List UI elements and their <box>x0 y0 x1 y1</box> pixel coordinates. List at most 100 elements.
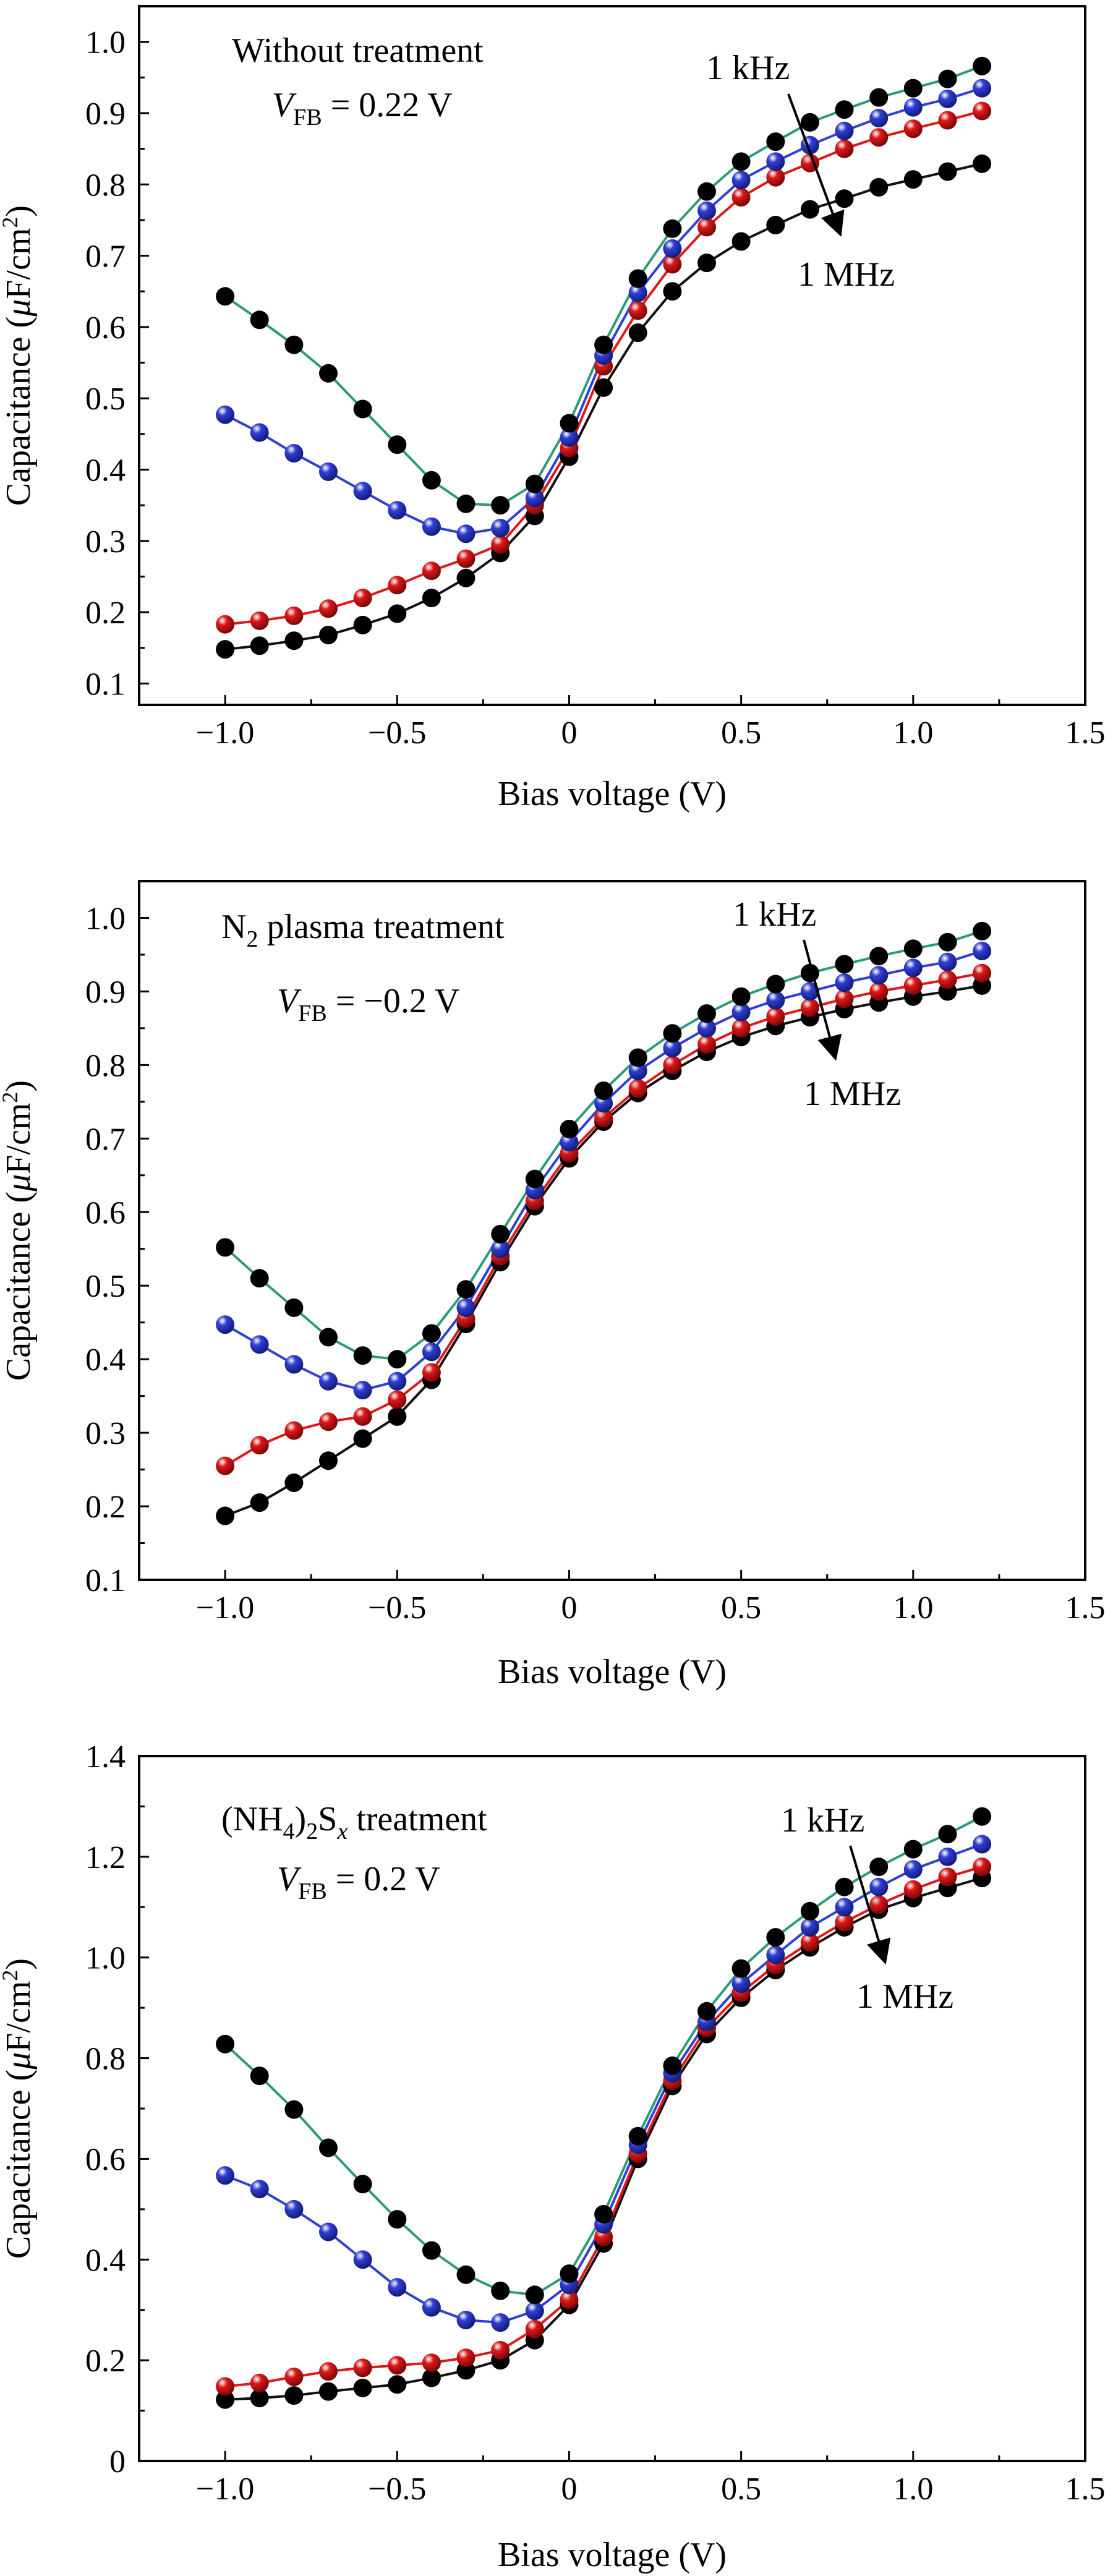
data-point <box>731 1974 751 1994</box>
x-tick-label: 1.0 <box>893 1590 933 1626</box>
data-point <box>869 128 889 147</box>
x-tick-label: −1.0 <box>196 1590 254 1626</box>
y-tick-label: 0.4 <box>85 1342 126 1378</box>
data-point <box>216 2166 235 2185</box>
data-point <box>525 2319 544 2339</box>
data-point <box>250 1269 269 1288</box>
panel-title: Without treatment <box>232 32 484 70</box>
x-tick-label: 1.0 <box>893 2472 933 2507</box>
data-point <box>456 568 475 587</box>
x-tick-label: 1.0 <box>893 715 933 751</box>
data-point <box>353 1346 372 1365</box>
data-point <box>800 200 819 219</box>
data-point <box>766 1928 785 1947</box>
data-point <box>422 471 441 490</box>
panel-title: (NH4)2Sx treatment <box>221 1800 487 1845</box>
data-point <box>353 615 372 634</box>
data-point <box>835 1898 854 1917</box>
data-point <box>560 414 579 433</box>
data-point <box>388 2356 407 2375</box>
x-axis-title: Bias voltage (V) <box>498 1653 727 1691</box>
data-point <box>938 952 957 971</box>
data-point <box>319 1451 338 1470</box>
y-tick-label: 0.4 <box>85 2243 126 2278</box>
y-axis-ticks: 0.1 0.2 0.3 0.4 0.5 0.6 0.7 0.8 0.9 1.0 <box>85 25 149 702</box>
series-line <box>224 87 983 535</box>
y-tick-label: 0.3 <box>85 1416 126 1451</box>
data-point <box>250 2373 269 2392</box>
data-point <box>594 2205 613 2224</box>
data-point <box>319 1328 338 1347</box>
series-lines <box>216 1807 992 2409</box>
arrow-end-label: 1 MHz <box>798 255 895 294</box>
data-point <box>628 323 647 343</box>
data-point <box>938 970 957 989</box>
arrow-end-label: 1 MHz <box>804 1075 901 1113</box>
data-point <box>731 1018 751 1038</box>
data-point <box>938 1825 957 1844</box>
y-tick-label: 0 <box>109 2444 126 2480</box>
data-point <box>284 335 304 354</box>
vfb-label: VFB = 0.22 V <box>272 86 453 130</box>
x-tick-label: −0.5 <box>368 2472 426 2507</box>
y-tick-label: 0.6 <box>85 1195 126 1230</box>
data-point <box>250 1493 269 1512</box>
x-tick-label: 0.5 <box>721 715 761 751</box>
data-point <box>628 283 647 302</box>
data-point <box>250 2180 269 2199</box>
data-point <box>628 301 647 320</box>
y-tick-label: 0.4 <box>85 453 126 488</box>
data-point <box>800 1933 819 1952</box>
data-point <box>628 2126 647 2146</box>
data-point <box>422 2368 441 2387</box>
data-point <box>250 2066 269 2086</box>
data-point <box>697 2002 716 2021</box>
y-tick-label: 0.1 <box>85 1563 126 1598</box>
y-axis-title: Capacitance (μF/cm2) <box>0 205 38 506</box>
data-point <box>663 255 682 274</box>
data-point <box>663 1056 682 1075</box>
y-tick-label: 0.2 <box>85 1490 126 1525</box>
data-point <box>250 310 269 330</box>
data-point <box>869 88 889 107</box>
panel-nh4-2sx: −1.0 −0.5 0 0.5 1.0 1.5 0 0.2 0.4 0.6 0.8 1.0 1.2 1.… <box>0 1739 1106 2574</box>
data-point <box>319 599 338 618</box>
data-point <box>938 89 957 108</box>
frequency-arrow <box>787 93 845 237</box>
data-point <box>594 1109 613 1127</box>
data-point <box>319 364 338 383</box>
data-point <box>731 152 751 171</box>
data-point <box>422 2241 441 2260</box>
y-tick-label: 0.9 <box>85 96 126 132</box>
data-point <box>903 958 923 978</box>
data-point <box>353 2358 372 2378</box>
y-tick-label: 0.3 <box>85 524 126 560</box>
data-point <box>731 188 751 207</box>
data-point <box>697 1018 716 1038</box>
data-point <box>216 287 235 306</box>
data-point <box>284 1298 304 1317</box>
data-point <box>284 2100 304 2119</box>
data-point <box>353 2175 372 2194</box>
data-point <box>491 535 510 554</box>
series-line <box>225 1877 983 2401</box>
data-point <box>766 216 785 234</box>
data-point <box>869 982 889 1001</box>
plot-frame <box>138 5 1086 706</box>
data-point <box>491 1224 510 1243</box>
data-point <box>594 1081 613 1100</box>
data-point <box>800 982 819 1001</box>
data-point <box>422 561 441 581</box>
data-point <box>973 1857 992 1877</box>
data-point <box>388 2278 407 2297</box>
data-point <box>938 1847 957 1866</box>
data-point <box>560 1119 579 1138</box>
y-tick-label: 0.5 <box>85 1269 126 1304</box>
data-point <box>388 2210 407 2229</box>
data-point <box>284 1421 304 1440</box>
y-axis-ticks: 0 0.2 0.4 0.6 0.8 1.0 1.2 1.4 <box>85 1739 149 2480</box>
data-point <box>388 1371 407 1391</box>
data-point <box>766 975 785 994</box>
data-point <box>766 991 785 1010</box>
data-point <box>250 1436 269 1455</box>
